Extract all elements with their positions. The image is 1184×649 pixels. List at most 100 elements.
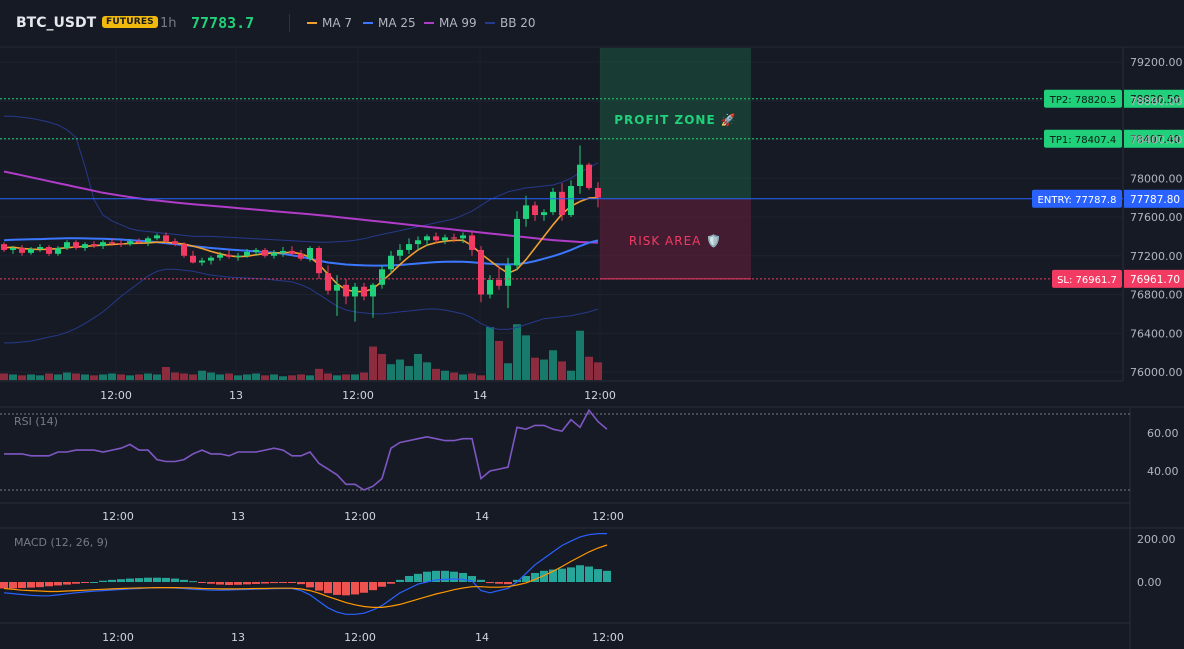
- legend-ma99[interactable]: MA 99: [424, 16, 477, 30]
- macd-histogram-bar: [279, 582, 287, 583]
- volume-bar: [0, 373, 8, 380]
- candle-body: [10, 248, 16, 250]
- volume-bar: [36, 375, 44, 380]
- volume-bar: [9, 374, 17, 380]
- candle-body: [307, 248, 313, 259]
- volume-bar: [405, 366, 413, 380]
- candle-body: [424, 236, 430, 241]
- volume-bar: [540, 359, 548, 380]
- time-tick-label: 12:00: [342, 389, 374, 402]
- macd-histogram-bar: [234, 582, 242, 585]
- time-tick-label: 13: [231, 510, 245, 523]
- volume-bar: [27, 374, 35, 380]
- macd-histogram-bar: [468, 575, 476, 582]
- volume-bar: [108, 373, 116, 380]
- price-tick-label: 77600.00: [1130, 211, 1183, 224]
- volume-bar: [144, 373, 152, 380]
- macd-histogram-bar: [306, 582, 314, 588]
- axes: 79200.00 78800.00 78400.00 78000.00 77600.00…: [100, 56, 1182, 402]
- chart-header: BTC_USDT FUTURES 1h 77783.7 MA 7 MA 25 M…: [0, 0, 1184, 46]
- volume-bar: [558, 361, 566, 380]
- macd-histogram-bar: [0, 582, 8, 589]
- volume-bar: [117, 374, 125, 380]
- macd-histogram-bar: [522, 575, 530, 582]
- macd-histogram-bar: [333, 582, 341, 595]
- time-tick-label: 12:00: [100, 389, 132, 402]
- rsi-tick-label: 60.00: [1147, 427, 1179, 440]
- candles: [1, 145, 601, 322]
- macd-histogram-bar: [504, 582, 512, 585]
- candle-body: [343, 284, 349, 297]
- price-tick-label: 79200.00: [1130, 56, 1183, 69]
- entry-tag-bg: [1032, 189, 1122, 208]
- volume-bar: [567, 370, 575, 380]
- legend-ma7[interactable]: MA 7: [307, 16, 352, 30]
- macd-histogram-bar: [162, 577, 170, 582]
- symbol-name[interactable]: BTC_USDT: [16, 15, 97, 31]
- candle-body: [262, 249, 268, 256]
- price-tick-label: 78000.00: [1130, 172, 1183, 185]
- candle-body: [208, 257, 214, 261]
- macd-histogram-bar: [225, 582, 233, 586]
- macd-histogram-bar: [207, 582, 215, 584]
- macd-histogram-bar: [135, 578, 143, 582]
- tp2-tag-label: TP2: 78820.5: [1049, 95, 1116, 106]
- candle-body: [1, 244, 7, 250]
- volume-bar: [351, 374, 359, 380]
- volume-bar: [72, 373, 80, 380]
- macd-histogram-bar: [198, 582, 206, 583]
- time-tick-label: 14: [473, 389, 487, 402]
- volume-bar: [342, 374, 350, 380]
- volume-bar: [45, 373, 53, 380]
- macd-histogram-bar: [432, 570, 440, 582]
- price-tick-label: 78400.00: [1130, 134, 1183, 147]
- volume-bar: [477, 375, 485, 380]
- candle-body: [469, 235, 475, 250]
- time-tick-label: 12:00: [584, 389, 616, 402]
- grid-lines: [0, 46, 1184, 649]
- risk-zone-label: RISK AREA 🛡️: [629, 234, 722, 248]
- candle-body: [361, 286, 367, 297]
- macd-histogram-bar: [99, 580, 107, 582]
- volume-bar: [576, 330, 584, 380]
- macd-histogram-bar: [441, 570, 449, 582]
- profit-zone-label: PROFIT ZONE 🚀: [614, 113, 737, 127]
- volume-bar: [288, 375, 296, 380]
- legend-bb20-label: BB 20: [500, 16, 536, 30]
- candle-body: [244, 251, 250, 256]
- risk-zone: [600, 198, 751, 279]
- volume-bar: [54, 374, 62, 380]
- volume-bar: [216, 374, 224, 380]
- candle-body: [352, 286, 358, 297]
- candle-body: [559, 191, 565, 216]
- macd-histogram-bar: [414, 573, 422, 582]
- entry-axis-label: 77787.80: [1130, 194, 1180, 206]
- volume-bar: [441, 370, 449, 380]
- price-tick-label: 76800.00: [1130, 289, 1183, 302]
- entry-tag-label: ENTRY: 77787.8: [1038, 195, 1117, 206]
- macd-histogram-bar: [108, 579, 116, 582]
- macd-histogram-bar: [558, 568, 566, 582]
- macd-histogram-bar: [603, 570, 611, 582]
- sl-axis-bg: [1124, 269, 1184, 288]
- legend-bb20[interactable]: BB 20: [485, 16, 536, 30]
- macd-histogram-bar: [171, 578, 179, 582]
- candle-body: [46, 247, 52, 254]
- volume-bar: [198, 370, 206, 380]
- macd-histogram-bar: [513, 579, 521, 582]
- macd-histogram-bar: [18, 582, 26, 589]
- candle-body: [289, 250, 295, 254]
- macd-histogram-bar: [585, 566, 593, 582]
- candle-body: [415, 240, 421, 245]
- volume-bar: [189, 374, 197, 380]
- timeframe-label[interactable]: 1h: [160, 16, 177, 31]
- macd-pane: MACD (12, 26, 9) 200.00 0.00 12:00 13 12:00 14…: [0, 532, 1176, 644]
- legend-ma25[interactable]: MA 25: [363, 16, 416, 30]
- candle-body: [28, 248, 34, 253]
- candle-body: [397, 249, 403, 256]
- candle-body: [541, 212, 547, 216]
- candle-body: [532, 205, 538, 216]
- candle-body: [73, 242, 79, 248]
- candle-body: [280, 250, 286, 253]
